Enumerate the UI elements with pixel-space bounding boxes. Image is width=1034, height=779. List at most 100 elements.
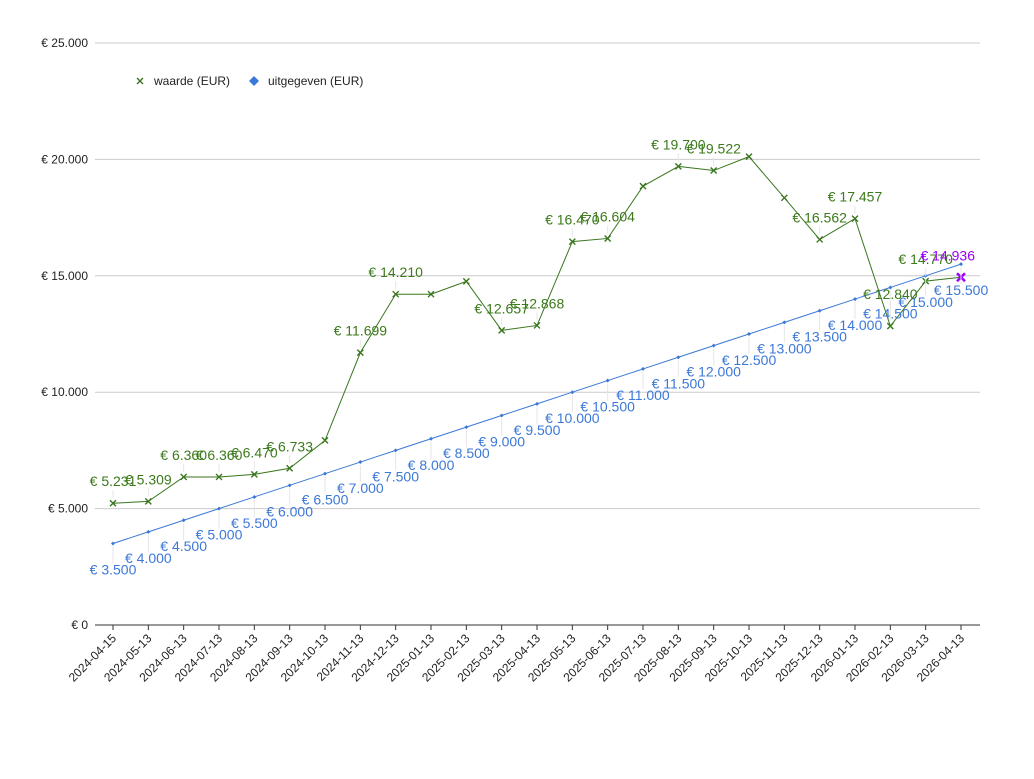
x-marker bbox=[215, 473, 223, 481]
x-marker bbox=[674, 162, 682, 170]
y-tick-label: € 20.000 bbox=[41, 152, 88, 166]
data-label-waarde: € 16.604 bbox=[580, 208, 635, 224]
x-marker bbox=[886, 322, 894, 330]
data-label-waarde: € 12.657 bbox=[474, 300, 529, 316]
diamond-marker bbox=[676, 355, 681, 360]
diamond-marker bbox=[535, 401, 539, 406]
diamond-marker bbox=[217, 506, 221, 511]
y-axis: € 0 € 5.000 € 10.000 € 15.000 € 20.000 € 25.0… bbox=[41, 36, 88, 632]
y-tick-label: € 10.000 bbox=[41, 385, 88, 399]
legend-label-uitgegeven: uitgegeven (EUR) bbox=[268, 74, 363, 88]
diamond-marker bbox=[146, 529, 151, 534]
data-label-uitgegeven: € 11.500 bbox=[652, 375, 706, 391]
y-tick-label: € 0 bbox=[71, 618, 88, 632]
gridlines bbox=[95, 42, 980, 626]
data-label-uitgegeven: € 13.000 bbox=[757, 340, 812, 356]
diamond-marker bbox=[111, 541, 115, 546]
data-label-waarde: € 5.309 bbox=[125, 471, 172, 487]
data-label-uitgegeven: € 15.000 bbox=[898, 294, 953, 310]
data-label-uitgegeven: € 6.500 bbox=[302, 492, 349, 508]
x-marker bbox=[321, 436, 329, 444]
x-marker bbox=[427, 290, 435, 298]
data-label-uitgegeven: € 9.500 bbox=[514, 422, 561, 438]
legend-item-waarde: waarde (EUR) bbox=[136, 74, 230, 88]
data-label-highlight: € 14.936 bbox=[921, 247, 976, 263]
diamond-marker bbox=[782, 320, 787, 325]
x-marker bbox=[250, 470, 258, 478]
x-marker bbox=[710, 167, 718, 175]
data-label-waarde: € 6.360 bbox=[196, 447, 243, 463]
legend-label-waarde: waarde (EUR) bbox=[153, 74, 230, 88]
data-label-uitgegeven: € 10.000 bbox=[545, 410, 600, 426]
diamond-marker bbox=[959, 262, 963, 267]
data-label-uitgegeven: € 12.500 bbox=[722, 352, 777, 368]
diamond-marker bbox=[252, 494, 257, 499]
data-label-waarde: € 19.700 bbox=[651, 136, 706, 152]
x-marker bbox=[180, 473, 188, 481]
diamond-marker bbox=[464, 425, 469, 430]
x-marker bbox=[136, 77, 144, 85]
diamond-marker bbox=[358, 460, 363, 465]
data-label-uitgegeven: € 4.000 bbox=[125, 550, 172, 566]
diamond-marker bbox=[287, 483, 292, 488]
x-marker bbox=[816, 235, 824, 243]
data-label-uitgegeven: € 13.500 bbox=[792, 329, 847, 345]
data-label-uitgegeven: € 12.000 bbox=[686, 364, 741, 380]
data-label-uitgegeven: € 5.500 bbox=[231, 515, 278, 531]
data-label-uitgegeven: € 9.000 bbox=[478, 433, 525, 449]
diamond-marker bbox=[249, 76, 259, 86]
x-marker bbox=[109, 499, 117, 507]
x-marker bbox=[144, 497, 152, 505]
diamond-marker bbox=[323, 471, 327, 476]
y-tick-label: € 15.000 bbox=[41, 269, 88, 283]
x-marker bbox=[533, 321, 541, 329]
legend-diamond-marker-icon bbox=[249, 76, 259, 86]
data-label-waarde: € 6.733 bbox=[266, 438, 313, 454]
data-label-uitgegeven: € 10.500 bbox=[580, 399, 635, 415]
data-label-waarde: € 17.457 bbox=[828, 189, 883, 205]
diamond-marker bbox=[499, 413, 504, 418]
x-marker bbox=[745, 153, 753, 161]
x-marker bbox=[392, 290, 400, 298]
x-marker bbox=[639, 182, 647, 190]
data-label-uitgegeven: € 6.000 bbox=[266, 503, 313, 519]
diamond-marker bbox=[641, 366, 645, 371]
diamond-marker bbox=[393, 448, 398, 453]
data-label-waarde: € 12.868 bbox=[510, 295, 565, 311]
data-label-waarde: € 6.470 bbox=[231, 444, 278, 460]
data-label-waarde: € 19.522 bbox=[686, 141, 741, 157]
x-marker bbox=[462, 277, 470, 285]
diamond-marker bbox=[605, 378, 610, 383]
data-label-waarde: € 6.360 bbox=[160, 447, 207, 463]
legend-item-uitgegeven: uitgegeven (EUR) bbox=[249, 74, 363, 88]
diamond-marker bbox=[181, 518, 186, 523]
diamond-marker bbox=[747, 332, 751, 336]
diamond-marker bbox=[570, 390, 575, 395]
legend: waarde (EUR) uitgegeven (EUR) bbox=[136, 74, 363, 88]
x-axis: 2024-04-152024-05-132024-06-132024-07-13… bbox=[66, 625, 967, 685]
data-label-waarde: € 14.210 bbox=[368, 264, 423, 280]
data-label-waarde: € 11.699 bbox=[334, 323, 388, 339]
y-tick-label: € 5.000 bbox=[48, 502, 88, 516]
legend-x-marker-icon bbox=[136, 77, 144, 85]
x-marker bbox=[356, 349, 364, 357]
x-marker bbox=[604, 234, 612, 242]
x-marker bbox=[780, 194, 788, 202]
data-label-waarde: € 5.231 bbox=[90, 473, 137, 489]
y-tick-label: € 25.000 bbox=[41, 36, 88, 50]
data-labels: € 3.500€ 4.000€ 4.500€ 5.000€ 5.500€ 6.0… bbox=[90, 136, 989, 577]
diamond-marker bbox=[888, 285, 893, 290]
data-label-uitgegeven: € 5.000 bbox=[196, 527, 243, 543]
x-marker bbox=[568, 238, 576, 246]
diamond-marker bbox=[429, 436, 433, 441]
data-label-uitgegeven: € 3.500 bbox=[90, 562, 137, 578]
data-label-waarde: € 16.562 bbox=[792, 209, 847, 225]
data-label-uitgegeven: € 8.000 bbox=[408, 457, 455, 473]
x-marker bbox=[851, 215, 859, 223]
data-label-uitgegeven: € 14.000 bbox=[828, 317, 883, 333]
data-label-uitgegeven: € 15.500 bbox=[934, 282, 989, 298]
diamond-marker bbox=[853, 297, 857, 302]
data-label-uitgegeven: € 4.500 bbox=[160, 538, 207, 554]
